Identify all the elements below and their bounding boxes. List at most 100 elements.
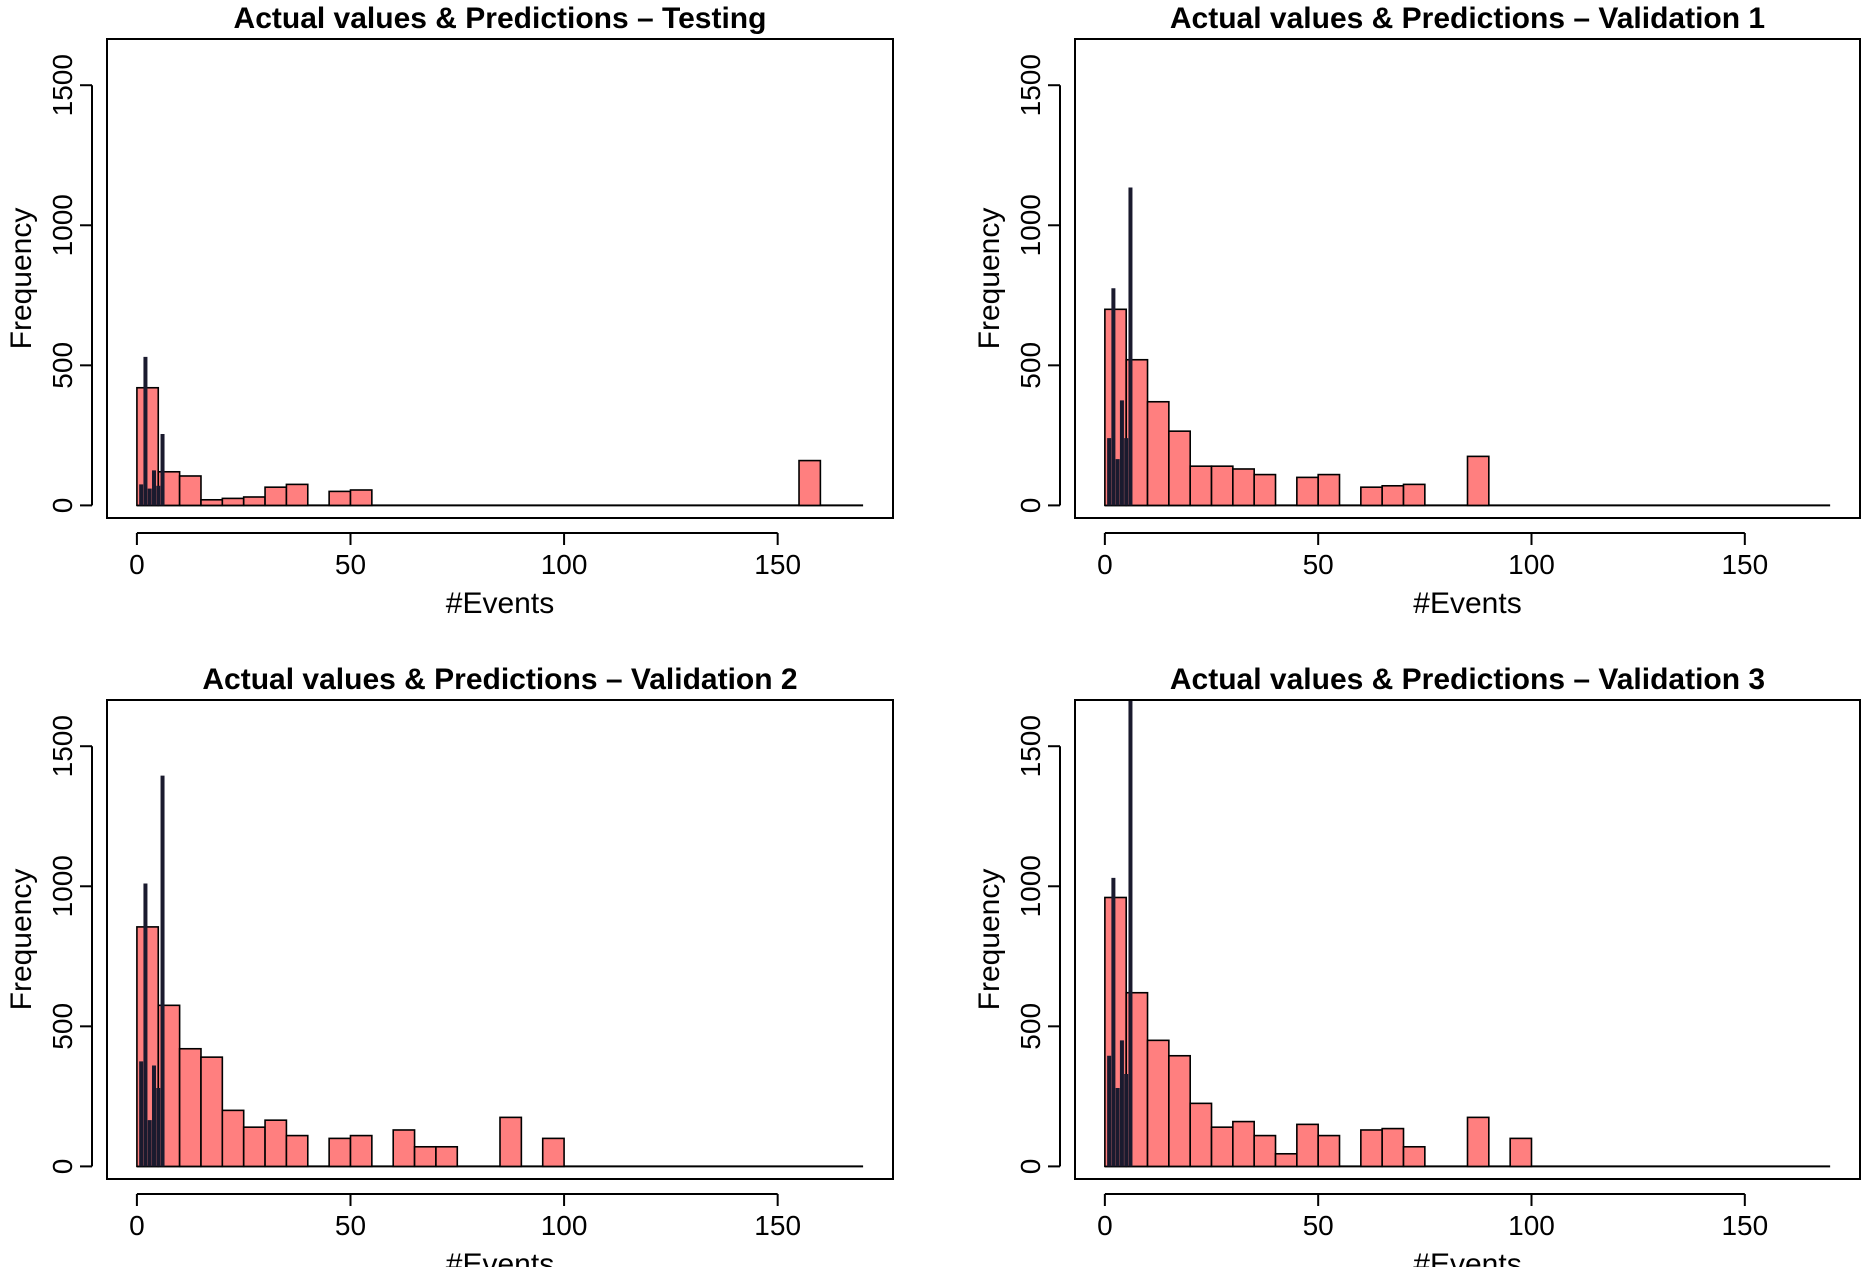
histogram-bar	[1189, 1102, 1213, 1168]
x-axis-label: #Events	[1413, 1248, 1521, 1267]
chart-panel-2: Actual values & Predictions – Validation…	[973, 2, 1861, 620]
histogram-bar	[221, 1109, 245, 1168]
histogram-bar	[413, 1145, 437, 1168]
chart-title: Actual values & Predictions – Validation…	[1170, 663, 1765, 696]
histogram-bar	[499, 1116, 523, 1168]
histogram-bar	[349, 489, 373, 507]
plot-frame	[106, 38, 894, 519]
plot-frame	[1074, 699, 1861, 1180]
histogram-bar	[285, 483, 309, 507]
x-tick-label: 0	[1097, 549, 1113, 580]
y-tick-label: 500	[1015, 1003, 1046, 1050]
histogram-bar	[1210, 465, 1234, 507]
histogram-bar	[541, 1137, 565, 1168]
chart-panel-4: Actual values & Predictions – Validation…	[973, 663, 1861, 1267]
histogram-bar	[1381, 1127, 1405, 1168]
y-tick-label: 500	[47, 1003, 78, 1050]
x-axis-label: #Events	[1413, 587, 1521, 620]
histogram-bar	[200, 1056, 224, 1168]
y-tick-label: 500	[1015, 342, 1046, 389]
histogram-bar	[242, 1126, 266, 1168]
histogram-bar	[1296, 1123, 1319, 1168]
histogram-bar	[435, 1145, 459, 1168]
y-axis-label: Frequency	[5, 869, 38, 1011]
histogram-bar	[1317, 1134, 1341, 1168]
histogram-bar	[264, 486, 288, 507]
histogram-bar	[264, 1119, 288, 1168]
y-tick-label: 1500	[1015, 54, 1046, 116]
histogram-bar	[1146, 1039, 1170, 1168]
chart-panel-1: Actual values & Predictions – Testing 0 50…	[5, 2, 894, 620]
chart-title: Actual values & Predictions – Testing	[234, 2, 767, 35]
histogram-bar	[1402, 1145, 1426, 1168]
y-tick-label: 500	[47, 342, 78, 389]
y-tick-label: 1000	[1015, 855, 1046, 917]
y-tick-label: 0	[47, 1159, 78, 1175]
histogram-bar	[798, 459, 822, 507]
histogram-bar	[1232, 1120, 1255, 1168]
y-tick-label: 0	[1015, 1159, 1046, 1175]
histogram-bar	[1253, 1134, 1277, 1168]
histogram-bar	[1360, 486, 1383, 507]
histogram-bar	[1253, 473, 1277, 507]
x-tick-label: 50	[335, 549, 366, 580]
x-tick-label: 150	[754, 549, 801, 580]
y-tick-label: 0	[47, 498, 78, 514]
x-tick-label: 50	[335, 1210, 366, 1241]
x-tick-label: 150	[1721, 549, 1768, 580]
histogram-bar	[1402, 483, 1426, 507]
histogram-bar	[1509, 1137, 1533, 1168]
histogram-bar	[1146, 400, 1170, 507]
x-tick-label: 100	[1508, 549, 1555, 580]
x-tick-label: 0	[129, 549, 145, 580]
x-axis-label: #Events	[446, 1248, 554, 1267]
histogram-bar	[1210, 1126, 1234, 1168]
histogram-bar	[349, 1134, 373, 1168]
histogram-bar	[1168, 430, 1191, 507]
y-axis-label: Frequency	[973, 208, 1006, 350]
histogram-bar	[1466, 1116, 1490, 1168]
histogram-bar	[392, 1129, 416, 1168]
y-axis-label: Frequency	[973, 869, 1006, 1011]
y-tick-label: 1500	[47, 54, 78, 116]
plot-frame	[106, 699, 894, 1180]
histogram-bar	[328, 1137, 352, 1168]
y-axis-label: Frequency	[5, 208, 38, 350]
x-tick-label: 100	[1508, 1210, 1555, 1241]
y-tick-label: 1000	[47, 855, 78, 917]
x-tick-label: 150	[754, 1210, 801, 1241]
y-tick-label: 1500	[1015, 715, 1046, 777]
histogram-bar	[1189, 465, 1213, 507]
y-tick-label: 1500	[47, 715, 78, 777]
x-tick-label: 0	[129, 1210, 145, 1241]
plot-frame	[1074, 38, 1861, 519]
y-tick-label: 1000	[47, 194, 78, 256]
histogram-bar	[1232, 468, 1255, 507]
histogram-bar	[1296, 476, 1319, 507]
histogram-bar	[1466, 455, 1490, 507]
x-tick-label: 100	[541, 549, 588, 580]
histogram-bar	[328, 490, 352, 507]
y-tick-label: 0	[1015, 498, 1046, 514]
chart-title: Actual values & Predictions – Validation…	[1170, 2, 1765, 35]
histogram-bar	[200, 498, 224, 507]
histogram-bar	[178, 1047, 202, 1168]
histogram-bar	[285, 1134, 309, 1168]
histogram-bar	[221, 497, 245, 507]
histogram-bar	[1317, 473, 1341, 507]
x-tick-label: 50	[1303, 549, 1334, 580]
histogram-bar	[1360, 1129, 1383, 1168]
x-axis-label: #Events	[446, 587, 554, 620]
x-tick-label: 0	[1097, 1210, 1113, 1241]
chart-panel-3: Actual values & Predictions – Validation…	[5, 663, 894, 1267]
y-tick-label: 1000	[1015, 194, 1046, 256]
chart-title: Actual values & Predictions – Validation…	[202, 663, 797, 696]
histogram-bar	[1274, 1152, 1298, 1168]
histogram-bar	[242, 496, 266, 507]
histogram-bar	[1381, 484, 1405, 507]
histogram-bar	[1168, 1054, 1191, 1168]
x-tick-label: 100	[541, 1210, 588, 1241]
x-tick-label: 50	[1303, 1210, 1334, 1241]
x-tick-label: 150	[1721, 1210, 1768, 1241]
